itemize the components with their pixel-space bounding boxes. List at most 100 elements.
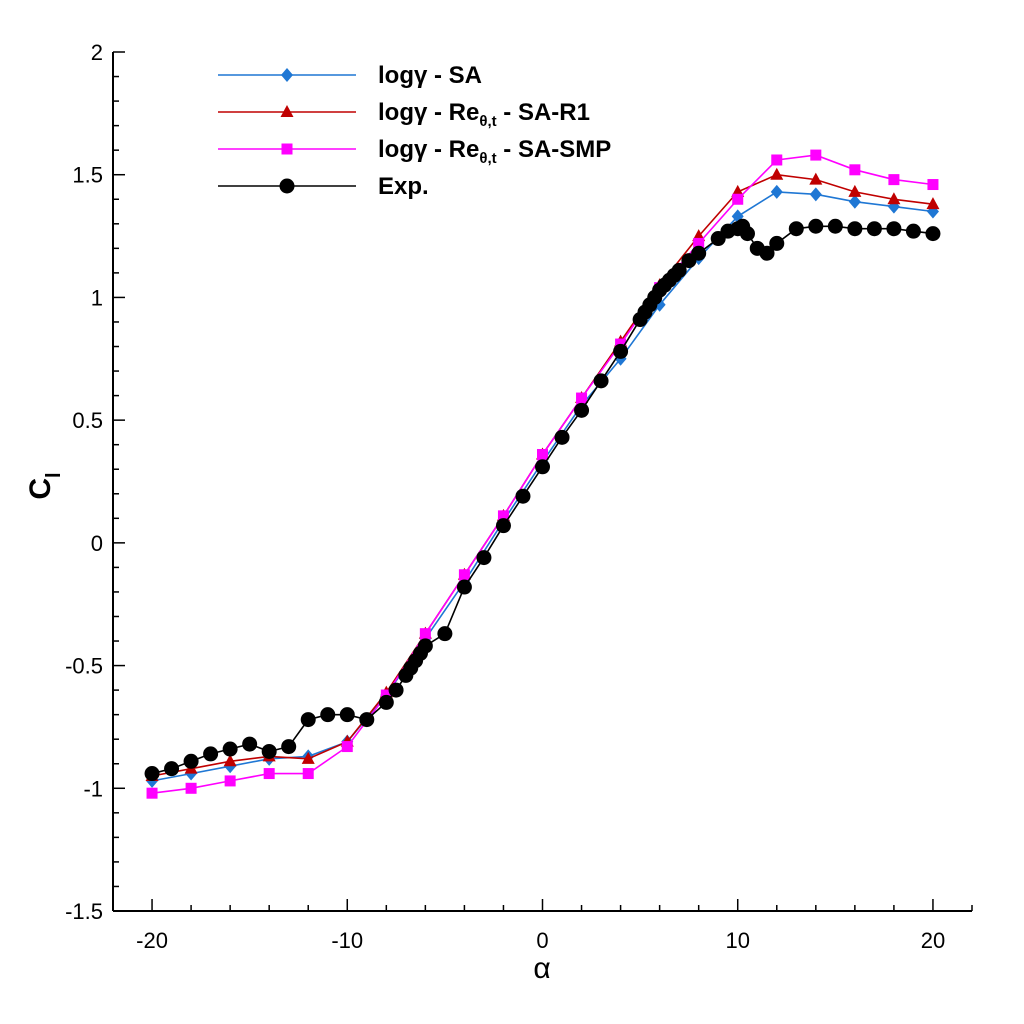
series-3 bbox=[144, 218, 941, 782]
data-point-circle bbox=[866, 221, 882, 237]
data-point-square bbox=[576, 392, 588, 404]
series-layer bbox=[144, 149, 941, 799]
data-point-circle bbox=[203, 746, 219, 762]
legend-label: logγ - Reθ,t - SA-SMP bbox=[378, 136, 611, 167]
y-tick-label: 1 bbox=[91, 285, 103, 310]
data-point-triangle bbox=[887, 192, 901, 205]
y-axis-title: Cl bbox=[24, 472, 65, 499]
x-tick-label: 10 bbox=[725, 928, 749, 953]
data-point-circle bbox=[613, 343, 629, 359]
data-point-diamond bbox=[770, 184, 783, 199]
data-point-circle bbox=[671, 262, 687, 278]
x-tick-label: 20 bbox=[921, 928, 945, 953]
y-ticks: -1.5 -1 -0.5 0 0.5 1 1.5 2 bbox=[65, 40, 125, 924]
data-point-circle bbox=[320, 707, 336, 723]
data-point-circle bbox=[759, 245, 775, 261]
legend-entry: logγ - Reθ,t - SA-SMP bbox=[218, 136, 611, 167]
data-point-triangle bbox=[809, 172, 823, 185]
data-point-triangle bbox=[301, 751, 315, 764]
data-point-circle bbox=[788, 221, 804, 237]
data-point-square bbox=[341, 741, 353, 753]
data-point-circle bbox=[437, 626, 453, 642]
data-point-circle bbox=[847, 221, 863, 237]
data-point-circle bbox=[593, 373, 609, 389]
x-axis-title: α bbox=[533, 952, 550, 985]
data-point-circle bbox=[144, 766, 160, 782]
y-tick-label: -1 bbox=[83, 776, 103, 801]
legend-label-main: logγ - SA bbox=[378, 62, 482, 89]
y-tick-label: -0.5 bbox=[65, 654, 103, 679]
data-point-diamond bbox=[848, 194, 861, 209]
data-point-circle bbox=[388, 682, 404, 698]
y-axis-title-letter: C bbox=[24, 478, 57, 500]
data-point-square bbox=[771, 154, 783, 166]
data-point-circle bbox=[279, 178, 295, 194]
y-axis-title-main: Cl bbox=[24, 472, 65, 499]
data-point-circle bbox=[359, 712, 375, 728]
data-point-diamond bbox=[281, 68, 293, 82]
y-tick-label: 0.5 bbox=[72, 408, 103, 433]
y-tick-label: -1.5 bbox=[65, 899, 103, 924]
data-point-circle bbox=[925, 226, 941, 242]
data-point-circle bbox=[222, 741, 238, 757]
legend-label: Exp. bbox=[378, 173, 429, 200]
data-point-circle bbox=[905, 223, 921, 239]
data-point-circle bbox=[769, 235, 785, 251]
y-tick-label: 2 bbox=[91, 40, 103, 65]
y-axis-title-subscript: l bbox=[43, 472, 65, 478]
data-point-square bbox=[810, 149, 822, 161]
data-point-square bbox=[497, 510, 509, 522]
x-tick-label: 0 bbox=[536, 928, 548, 953]
data-point-triangle bbox=[280, 105, 294, 117]
data-point-square bbox=[263, 768, 275, 780]
legend-label: logγ - Reθ,t - SA-R1 bbox=[378, 99, 590, 130]
data-point-circle bbox=[495, 518, 511, 534]
data-point-diamond bbox=[809, 187, 822, 202]
legend-entry: logγ - Reθ,t - SA-R1 bbox=[218, 99, 590, 130]
legend-label-main: logγ - Re bbox=[378, 99, 479, 126]
data-point-square bbox=[302, 768, 314, 780]
data-point-circle bbox=[808, 218, 824, 234]
legend-label-tail: - SA-R1 bbox=[497, 99, 590, 126]
data-point-circle bbox=[300, 712, 316, 728]
data-point-square bbox=[888, 174, 900, 186]
data-point-circle bbox=[164, 761, 180, 777]
data-point-circle bbox=[281, 739, 297, 755]
data-point-circle bbox=[827, 218, 843, 234]
legend-label-tail: - SA-SMP bbox=[497, 136, 612, 163]
data-point-circle bbox=[339, 707, 355, 723]
legend-entry: logγ - SA bbox=[218, 62, 482, 89]
data-point-square bbox=[419, 628, 431, 640]
x-tick-label: -20 bbox=[136, 928, 168, 953]
data-point-square bbox=[146, 787, 158, 799]
legend-label-subscript: θ,t bbox=[479, 113, 496, 130]
data-point-circle bbox=[378, 694, 394, 710]
data-point-square bbox=[693, 237, 705, 249]
data-point-square bbox=[224, 775, 236, 787]
data-point-triangle bbox=[770, 167, 784, 180]
data-point-circle bbox=[515, 488, 531, 504]
x-ticks: -20 -10 0 10 20 bbox=[112, 899, 973, 953]
data-point-circle bbox=[183, 753, 199, 769]
data-point-circle bbox=[739, 226, 755, 242]
data-point-triangle bbox=[926, 197, 940, 210]
data-point-triangle bbox=[223, 754, 237, 767]
legend-entry: Exp. bbox=[218, 173, 429, 200]
legend-label: logγ - SA bbox=[378, 62, 482, 89]
data-point-circle bbox=[456, 579, 472, 595]
data-point-square bbox=[185, 782, 197, 794]
data-point-circle bbox=[886, 221, 902, 237]
data-point-square bbox=[927, 179, 939, 191]
legend-label-subscript: θ,t bbox=[479, 150, 496, 167]
data-point-circle bbox=[691, 245, 707, 261]
data-point-circle bbox=[242, 736, 258, 752]
x-tick-label: -10 bbox=[331, 928, 363, 953]
legend-label-main: Exp. bbox=[378, 173, 429, 200]
data-point-circle bbox=[261, 743, 277, 759]
y-tick-label: 1.5 bbox=[72, 163, 103, 188]
data-point-square bbox=[732, 193, 744, 205]
data-point-square bbox=[458, 569, 470, 581]
data-point-triangle bbox=[848, 184, 862, 197]
